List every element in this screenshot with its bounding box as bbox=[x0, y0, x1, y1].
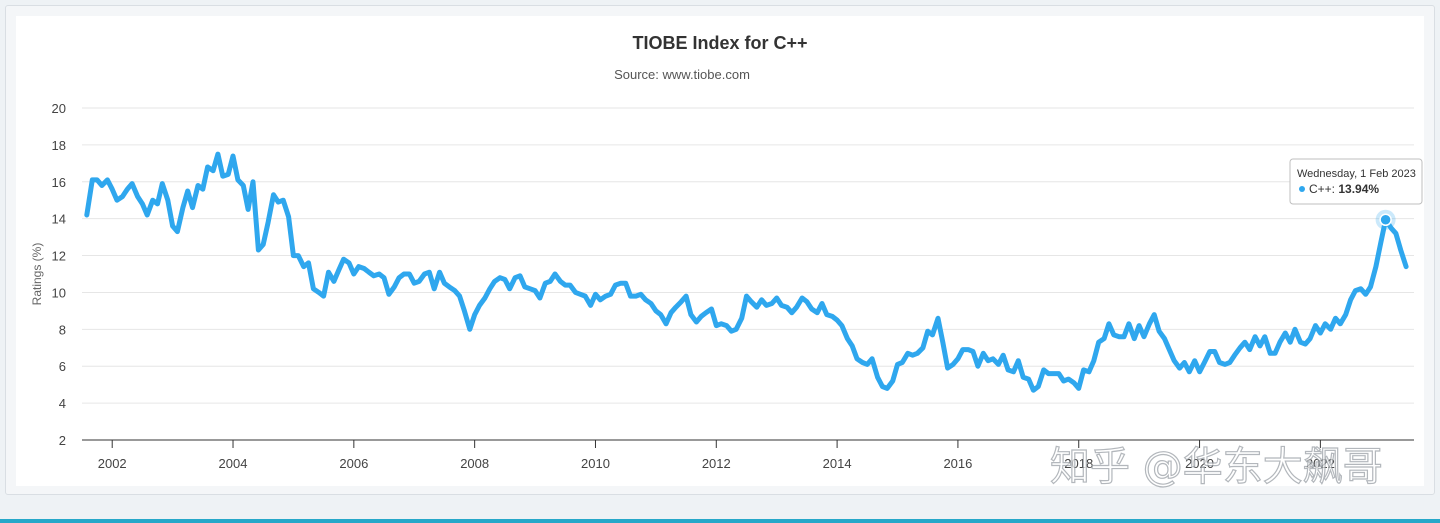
y-tick-label: 8 bbox=[59, 322, 66, 337]
tooltip-series-name: C++: bbox=[1309, 182, 1338, 196]
gridlines bbox=[82, 107, 1414, 404]
tooltip-series-label: C++: 13.94% bbox=[1309, 182, 1379, 196]
tooltip: Wednesday, 1 Feb 2023 C++: 13.94% bbox=[1289, 158, 1423, 205]
y-axis-ticks: 2 4 6 8 10 12 14 16 18 20 bbox=[52, 101, 66, 448]
x-tick-label: 2022 bbox=[1306, 456, 1335, 471]
y-tick-label: 14 bbox=[52, 212, 66, 227]
chart-subtitle: Source: www.tiobe.com bbox=[614, 67, 750, 82]
hover-marker bbox=[1375, 209, 1396, 230]
series-line-cpp[interactable] bbox=[84, 151, 1409, 393]
chart-panel bbox=[16, 16, 1424, 486]
watermark-text: 知乎 @华东大飙哥 bbox=[1050, 444, 1383, 490]
tooltip-series-dot bbox=[1299, 186, 1305, 192]
y-tick-label: 6 bbox=[59, 359, 66, 374]
x-tick-label: 2002 bbox=[98, 456, 127, 471]
tooltip-date: Wednesday, 1 Feb 2023 bbox=[1297, 168, 1416, 180]
x-axis-ticks: 2002 2004 2006 2008 2010 2012 2014 2016 2018 2020… bbox=[98, 440, 1335, 471]
tooltip-box bbox=[1289, 158, 1423, 205]
x-tick-label: 2006 bbox=[339, 456, 368, 471]
y-tick-label: 2 bbox=[59, 433, 66, 448]
chart-title: TIOBE Index for C++ bbox=[632, 33, 807, 53]
y-tick-label: 20 bbox=[52, 101, 66, 116]
bottom-accent-bar bbox=[0, 519, 1440, 523]
x-tick-label: 2014 bbox=[823, 456, 852, 471]
y-tick-label: 18 bbox=[52, 138, 66, 153]
x-tick-label: 2004 bbox=[219, 456, 248, 471]
tooltip-value: 13.94% bbox=[1338, 182, 1379, 196]
x-tick-label: 2020 bbox=[1185, 456, 1214, 471]
y-tick-label: 4 bbox=[59, 396, 66, 411]
x-tick-label: 2010 bbox=[581, 456, 610, 471]
hover-point[interactable] bbox=[1379, 213, 1392, 227]
x-tick-label: 2016 bbox=[943, 456, 972, 471]
y-tick-label: 12 bbox=[52, 249, 66, 264]
y-axis-label: Ratings (%) bbox=[30, 243, 44, 306]
x-tick-label: 2018 bbox=[1064, 456, 1093, 471]
y-tick-label: 10 bbox=[52, 285, 66, 300]
x-tick-label: 2012 bbox=[702, 456, 731, 471]
x-tick-label: 2008 bbox=[460, 456, 489, 471]
y-tick-label: 16 bbox=[52, 175, 66, 190]
